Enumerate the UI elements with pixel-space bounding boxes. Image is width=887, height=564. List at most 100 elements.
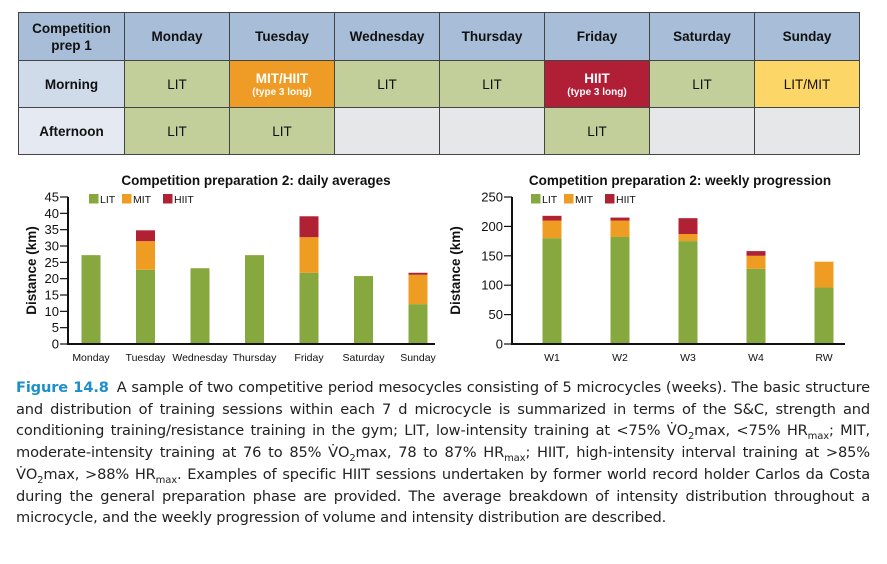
x-tick-label: W3: [680, 352, 696, 364]
x-tick-label: W4: [748, 352, 764, 364]
x-tick-label: Sunday: [400, 352, 436, 364]
x-tick-label: W2: [612, 352, 628, 364]
session-cell: [649, 107, 755, 155]
bar-segment-hiit: [746, 251, 766, 256]
session-cell: LIT: [544, 107, 650, 155]
bar-segment-lit: [814, 287, 834, 344]
bar-segment-lit: [542, 238, 562, 344]
bar-segment-lit: [408, 304, 428, 344]
schedule-row-afternoon: Afternoon LIT LIT LIT: [18, 107, 860, 155]
bar-segment-hiit: [408, 272, 428, 275]
x-tick-label: Tuesday: [126, 352, 167, 364]
weekly-progression-chart: Competition preparation 2: weekly progre…: [440, 168, 887, 368]
y-tick-label: 15: [45, 288, 59, 303]
session-label: LIT: [377, 76, 397, 92]
y-tick-label: 0: [496, 337, 503, 352]
y-tick-label: 200: [481, 219, 503, 234]
legend-label: LIT: [100, 194, 116, 206]
y-tick-label: 150: [481, 248, 503, 263]
bar-segment-mit: [814, 261, 834, 288]
bar-segment-lit: [190, 268, 210, 344]
session-cell: LIT/MIT: [754, 60, 860, 108]
day-header: Friday: [544, 12, 650, 61]
y-tick-label: 30: [45, 239, 59, 254]
bar-segment-lit: [678, 241, 698, 344]
legend-swatch-lit: [531, 194, 541, 204]
session-cell: HIIT (type 3 long): [544, 60, 650, 108]
legend-label: HIIT: [616, 194, 636, 206]
vo2-symbol: V̇O: [666, 422, 688, 440]
vo2-symbol: V̇O: [16, 465, 38, 483]
y-tick-label: 0: [52, 337, 59, 352]
session-cell: LIT: [229, 107, 335, 155]
legend-swatch-hiit: [605, 194, 615, 204]
corner-label-line1: Competition: [32, 20, 111, 36]
session-cell: LIT: [439, 60, 545, 108]
row-label: Morning: [18, 60, 125, 108]
bar-segment-lit: [81, 255, 101, 344]
session-sublabel: (type 3 long): [252, 86, 312, 98]
session-label: LIT/MIT: [783, 76, 831, 92]
figure-label: Figure 14.8: [16, 379, 109, 396]
x-tick-label: W1: [544, 352, 560, 364]
session-cell: [439, 107, 545, 155]
session-cell: LIT: [649, 60, 755, 108]
y-tick-label: 25: [45, 255, 59, 270]
x-tick-label: Wednesday: [172, 352, 228, 364]
subscript: 2: [349, 453, 356, 465]
session-cell: LIT: [124, 60, 230, 108]
y-tick-label: 35: [45, 222, 59, 237]
bar-segment-lit: [136, 269, 155, 344]
daily-averages-svg: Competition preparation 2: daily average…: [24, 173, 437, 364]
legend-swatch-lit: [89, 194, 99, 204]
session-label: LIT: [482, 76, 502, 92]
weekly-progression-svg: Competition preparation 2: weekly progre…: [448, 173, 845, 364]
chart-title: Competition preparation 2: weekly progre…: [529, 173, 831, 188]
legend-swatch-mit: [122, 194, 132, 204]
subscript: 2: [687, 431, 695, 443]
session-cell: LIT: [124, 107, 230, 155]
y-axis-label: Distance (km): [24, 226, 39, 315]
y-tick-label: 40: [45, 206, 59, 221]
day-header: Sunday: [754, 12, 860, 61]
legend-label: MIT: [575, 194, 594, 206]
y-axis-label: Distance (km): [448, 226, 463, 315]
y-tick-label: 250: [481, 190, 503, 205]
session-label: LIT: [587, 123, 607, 139]
x-tick-label: Monday: [72, 352, 110, 364]
day-header: Thursday: [439, 12, 545, 61]
schedule-row-morning: Morning LIT MIT/HIIT (type 3 long) LIT LIT HII…: [18, 60, 860, 108]
day-header: Tuesday: [229, 12, 335, 61]
subscript: max: [155, 474, 178, 486]
figure-caption: Figure 14.8 A sample of two competitive p…: [16, 377, 870, 529]
session-cell: LIT: [334, 60, 440, 108]
subscript: max: [807, 431, 829, 443]
subscript: 2: [37, 474, 44, 486]
bar-segment-mit: [136, 241, 155, 270]
bar-segment-hiit: [136, 230, 155, 242]
legend-label: MIT: [133, 194, 152, 206]
bar-segment-mit: [610, 220, 630, 237]
day-header: Monday: [124, 12, 230, 61]
bar-segment-mit: [299, 237, 319, 273]
bar-segment-mit: [678, 234, 698, 242]
y-tick-label: 5: [52, 320, 59, 335]
session-label: LIT: [272, 123, 292, 139]
legend-label: HIIT: [174, 194, 194, 206]
y-tick-label: 10: [45, 304, 59, 319]
session-label: LIT: [692, 76, 712, 92]
y-tick-label: 50: [489, 307, 503, 322]
x-tick-label: Saturday: [342, 352, 385, 364]
caption-text: max, <75% HR: [694, 422, 808, 440]
vo2-symbol: V̇O: [328, 444, 350, 462]
caption-text: max, >88% HR: [43, 465, 156, 483]
corner-label-line2: prep 1: [51, 37, 92, 53]
schedule-header-row: Competition prep 1 Monday Tuesday Wednes…: [18, 12, 860, 61]
schedule-corner-header: Competition prep 1: [18, 12, 125, 61]
legend-swatch-mit: [564, 194, 574, 204]
day-header: Saturday: [649, 12, 755, 61]
row-label: Afternoon: [18, 107, 125, 155]
session-label: LIT: [167, 76, 187, 92]
caption-text: . Examples of specific HIIT sessions und…: [16, 465, 870, 527]
caption-text: A sample of two competitive period mesoc…: [16, 379, 870, 440]
